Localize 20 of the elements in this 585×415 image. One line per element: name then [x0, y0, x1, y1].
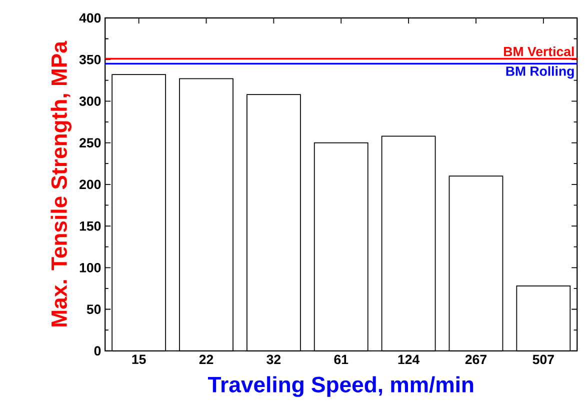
y-tick-label: 50 — [86, 304, 101, 314]
x-axis-title: Traveling Speed, mm/min — [208, 376, 474, 398]
y-tick-label: 100 — [80, 263, 101, 272]
x-tick-label: 61 — [334, 354, 348, 364]
x-tick-label: 22 — [199, 354, 214, 364]
x-tick-label: 124 — [398, 354, 420, 364]
y-axis-title: Max. Tensile Strength, MPa — [50, 41, 72, 326]
ref-line-label: BM Rolling — [506, 66, 574, 79]
y-tick-label: 150 — [80, 221, 101, 231]
x-tick-label: 32 — [266, 354, 281, 364]
x-tick-label: 15 — [132, 354, 146, 364]
x-tick-label: 267 — [465, 354, 486, 364]
y-tick-label: 200 — [80, 180, 101, 190]
x-tick-label: 507 — [532, 354, 554, 364]
ref-line-label: BM Vertical — [504, 46, 574, 56]
y-tick-label: 250 — [80, 138, 101, 148]
y-tick-label: 300 — [79, 96, 101, 106]
y-tick-label: 350 — [79, 54, 101, 64]
y-tick-label: 400 — [79, 13, 101, 23]
y-tick-label: 0 — [94, 346, 101, 356]
